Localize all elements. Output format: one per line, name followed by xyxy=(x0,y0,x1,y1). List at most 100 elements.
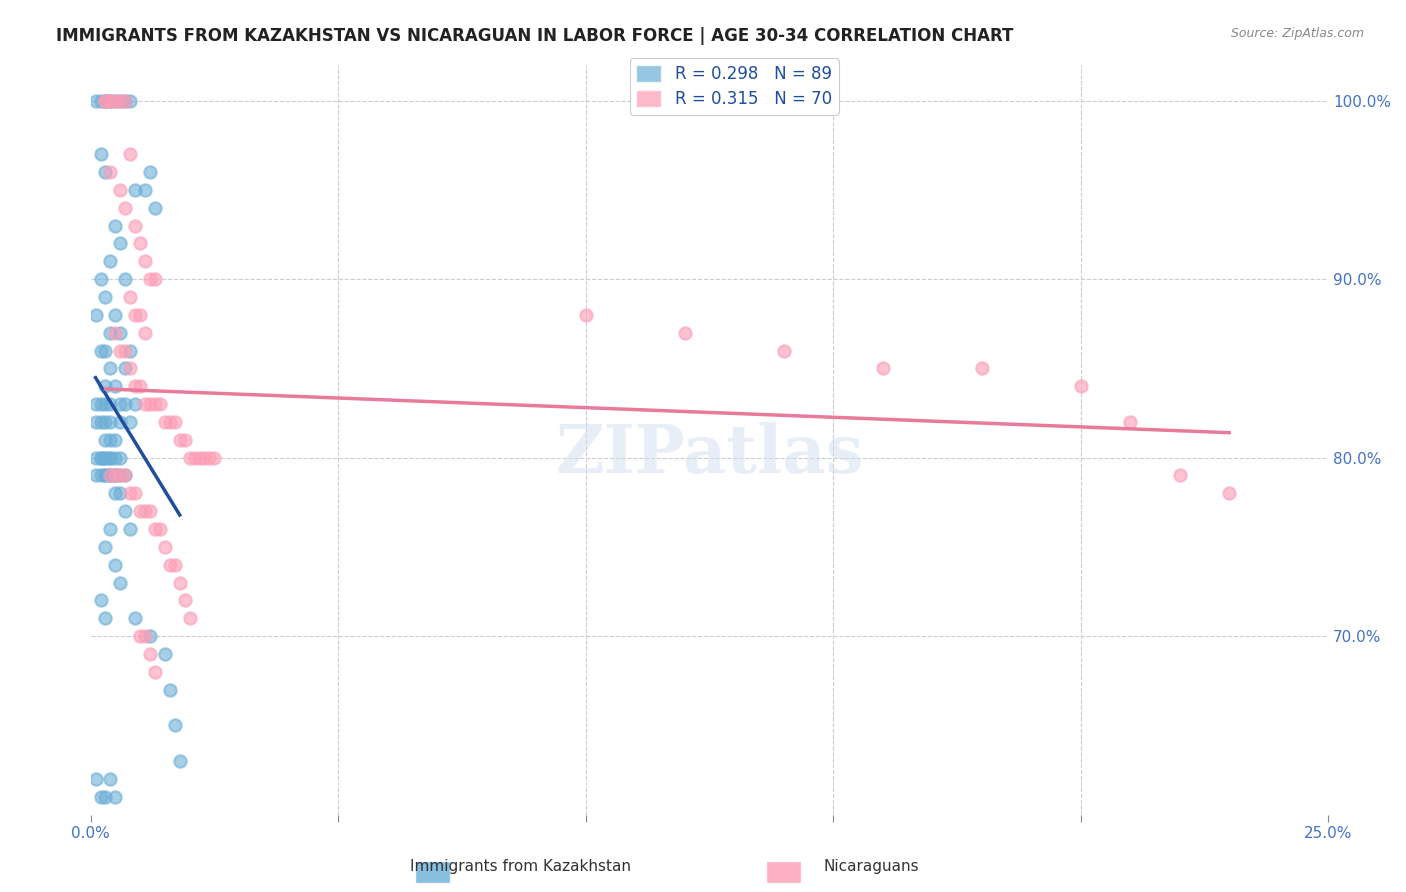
Point xyxy=(89,450,111,465)
Point xyxy=(1119,415,1142,429)
Point xyxy=(104,486,127,500)
Point xyxy=(100,450,122,465)
Point xyxy=(100,450,122,465)
Point xyxy=(124,611,146,625)
Point xyxy=(94,94,117,108)
Point xyxy=(120,290,142,304)
Point xyxy=(129,379,152,393)
Point xyxy=(114,504,136,518)
Text: ZIPatlas: ZIPatlas xyxy=(555,422,863,487)
Point xyxy=(143,272,166,286)
Point xyxy=(139,397,162,411)
Point xyxy=(89,272,111,286)
Point xyxy=(124,308,146,322)
Point xyxy=(110,415,132,429)
Point xyxy=(100,397,122,411)
Point xyxy=(1168,468,1191,483)
Point xyxy=(114,343,136,358)
Point xyxy=(143,665,166,679)
Point xyxy=(114,397,136,411)
Text: Immigrants from Kazakhstan: Immigrants from Kazakhstan xyxy=(409,859,631,874)
Point xyxy=(1218,486,1240,500)
Point xyxy=(89,415,111,429)
Point xyxy=(104,468,127,483)
Point xyxy=(153,647,176,661)
Point xyxy=(120,94,142,108)
Point xyxy=(179,450,201,465)
Point xyxy=(104,94,127,108)
Point xyxy=(110,397,132,411)
Point xyxy=(110,94,132,108)
Point xyxy=(134,504,156,518)
Point xyxy=(94,397,117,411)
Point xyxy=(84,772,107,786)
Point xyxy=(110,468,132,483)
Point xyxy=(159,558,181,572)
Point xyxy=(89,397,111,411)
Point xyxy=(169,754,191,768)
Point xyxy=(104,379,127,393)
Point xyxy=(110,468,132,483)
Point xyxy=(89,94,111,108)
Point xyxy=(114,272,136,286)
Point xyxy=(110,450,132,465)
Point xyxy=(110,94,132,108)
Point xyxy=(94,94,117,108)
Point xyxy=(149,397,172,411)
Point xyxy=(143,201,166,215)
Point xyxy=(872,361,894,376)
Point xyxy=(163,718,186,732)
Point xyxy=(89,450,111,465)
Point xyxy=(124,183,146,197)
Point xyxy=(100,415,122,429)
Point xyxy=(104,94,127,108)
Point xyxy=(114,94,136,108)
Point xyxy=(100,361,122,376)
Point xyxy=(94,450,117,465)
Legend: R = 0.298   N = 89, R = 0.315   N = 70: R = 0.298 N = 89, R = 0.315 N = 70 xyxy=(630,58,838,115)
Point xyxy=(89,593,111,607)
Point xyxy=(104,468,127,483)
Point xyxy=(193,450,215,465)
Point xyxy=(94,468,117,483)
Point xyxy=(104,789,127,804)
Point xyxy=(94,415,117,429)
Point xyxy=(120,486,142,500)
Point xyxy=(143,397,166,411)
Point xyxy=(173,593,195,607)
Point xyxy=(84,94,107,108)
Point xyxy=(159,415,181,429)
Point xyxy=(100,254,122,268)
Text: Source: ZipAtlas.com: Source: ZipAtlas.com xyxy=(1230,27,1364,40)
Point xyxy=(173,433,195,447)
Point xyxy=(134,183,156,197)
Point xyxy=(1070,379,1092,393)
Point xyxy=(169,433,191,447)
Point xyxy=(134,397,156,411)
Point xyxy=(100,433,122,447)
Point xyxy=(104,433,127,447)
Point xyxy=(114,468,136,483)
Point xyxy=(772,343,794,358)
Point xyxy=(120,415,142,429)
Point xyxy=(89,468,111,483)
Point xyxy=(94,165,117,179)
Point xyxy=(100,522,122,536)
Point xyxy=(94,789,117,804)
Point xyxy=(89,789,111,804)
Point xyxy=(84,415,107,429)
Point xyxy=(104,219,127,233)
Point xyxy=(139,504,162,518)
Point xyxy=(94,343,117,358)
Point xyxy=(124,486,146,500)
Point xyxy=(84,468,107,483)
Point xyxy=(124,379,146,393)
Point xyxy=(673,326,696,340)
Point xyxy=(114,94,136,108)
Point xyxy=(129,236,152,251)
Point xyxy=(120,343,142,358)
Point xyxy=(169,575,191,590)
Point xyxy=(139,272,162,286)
Point xyxy=(100,468,122,483)
Point xyxy=(202,450,225,465)
